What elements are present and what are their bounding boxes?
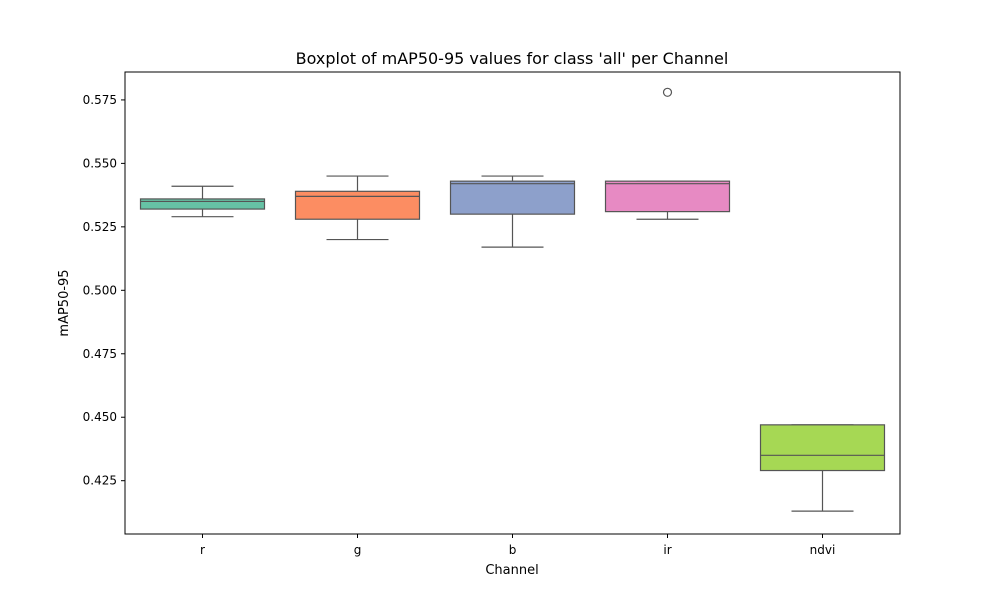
x-axis-label: Channel: [485, 563, 538, 578]
box-g: [294, 175, 421, 241]
plot-frame: [124, 71, 901, 535]
x-tick-label: ir: [663, 543, 671, 557]
y-tick-label: 0.525: [83, 220, 117, 234]
y-tick-label: 0.475: [83, 347, 117, 361]
outlier-point: [662, 87, 673, 97]
box-body: [449, 180, 576, 215]
box-ndvi: [759, 424, 886, 512]
chart-title: Boxplot of mAP50-95 values for class 'al…: [296, 49, 729, 68]
box-ir: [604, 87, 731, 220]
y-tick-label: 0.550: [83, 156, 117, 170]
y-tick-label: 0.575: [83, 93, 117, 107]
box-body: [294, 190, 421, 220]
plot-area: [139, 87, 886, 512]
x-tick-label: g: [354, 543, 362, 557]
x-axis: r g b ir ndvi: [200, 534, 835, 557]
y-tick-label: 0.500: [83, 283, 117, 297]
y-tick-label: 0.450: [83, 410, 117, 424]
y-tick-label: 0.425: [83, 474, 117, 488]
x-tick-label: ndvi: [810, 543, 836, 557]
y-axis: 0.425 0.450 0.475 0.500 0.525 0.550 0.575: [83, 93, 125, 488]
box-body: [604, 180, 731, 213]
box-body: [139, 198, 266, 210]
x-tick-label: r: [200, 543, 205, 557]
y-axis-label: mAP50-95: [57, 269, 72, 336]
x-tick-label: b: [509, 543, 517, 557]
box-body: [759, 424, 886, 472]
box-r: [139, 185, 266, 218]
box-b: [449, 175, 576, 248]
